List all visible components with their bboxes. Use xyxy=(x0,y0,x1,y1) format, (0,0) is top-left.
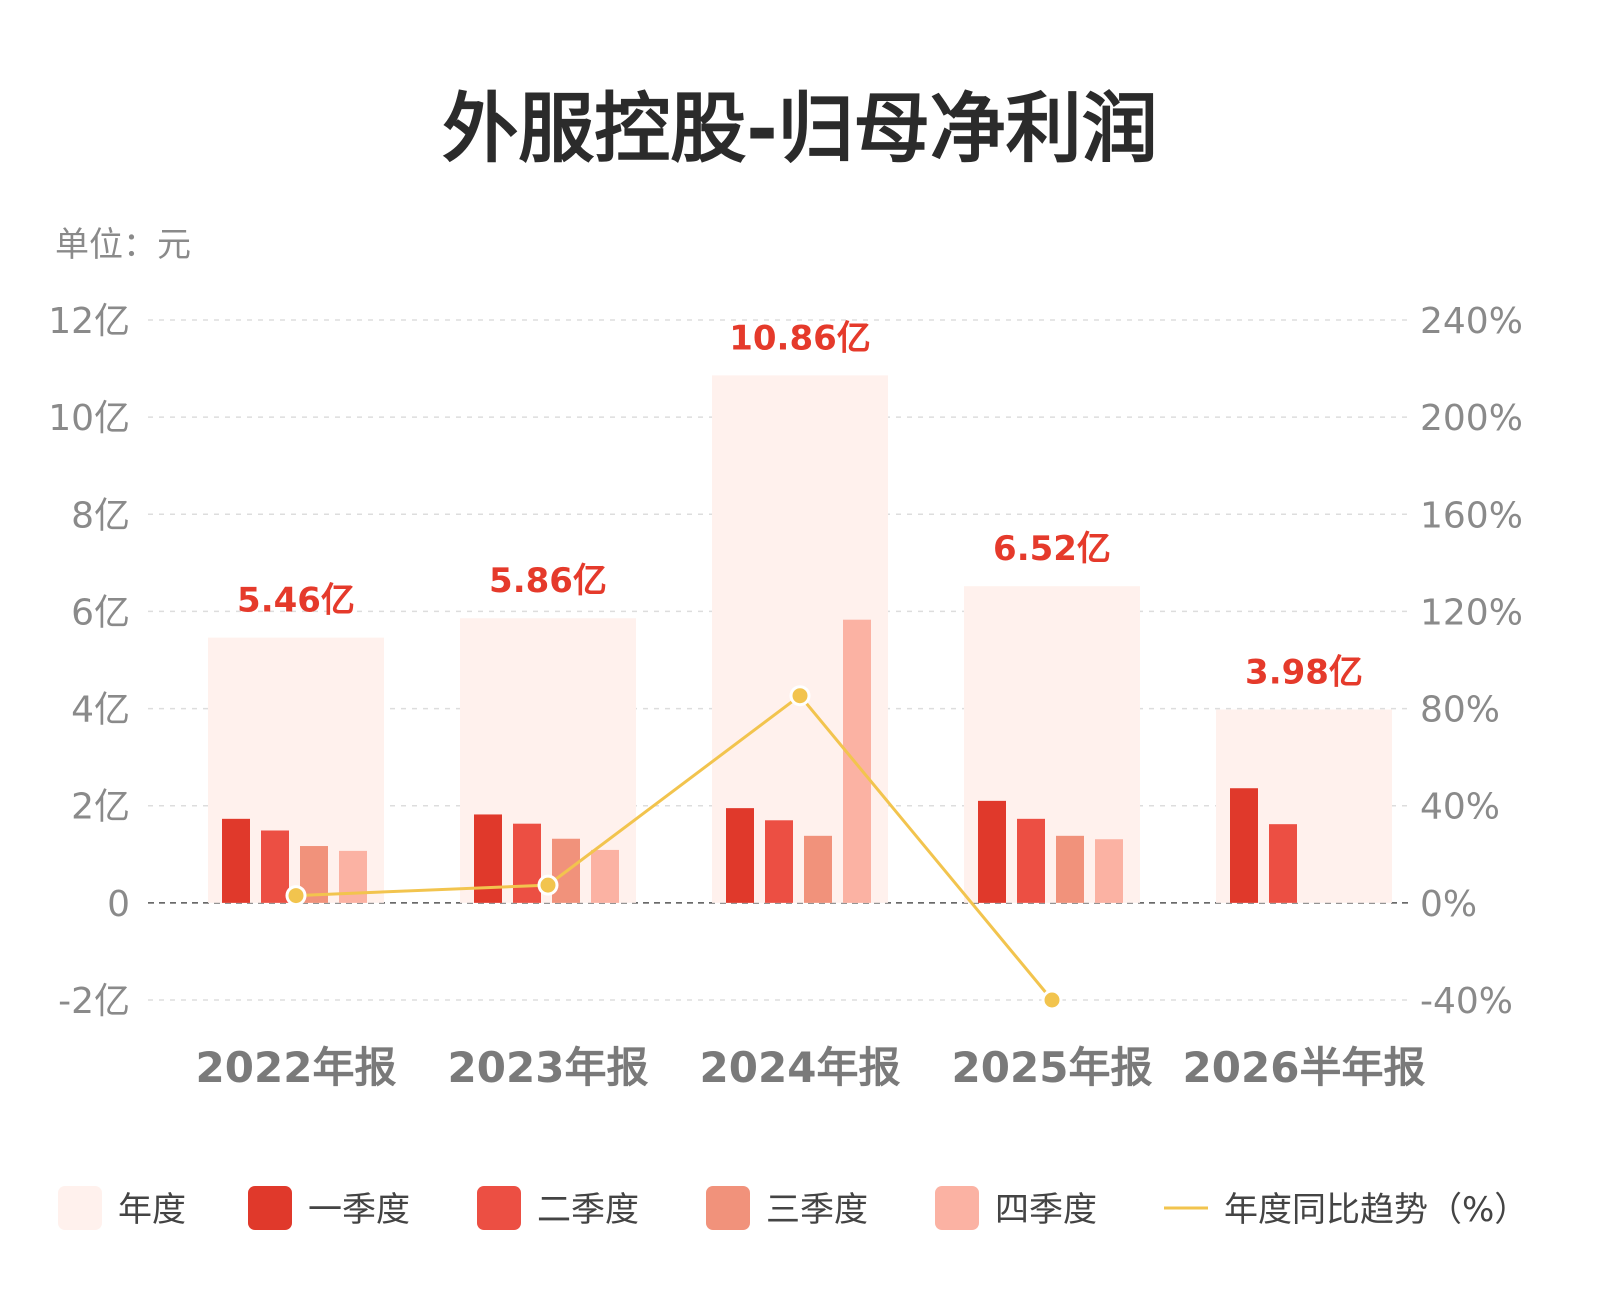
bar-q2 xyxy=(765,820,793,903)
bar-q2 xyxy=(1269,824,1297,903)
y-right-tick-label: 120% xyxy=(1420,592,1523,633)
y-axis-right: -40% 0% 40% 80% 120% 160% 200% 240% xyxy=(1420,301,1523,1022)
legend-label: 一季度 xyxy=(308,1190,410,1230)
x-category-label: 2023年报 xyxy=(448,1043,649,1092)
legend-swatch xyxy=(58,1186,102,1230)
x-category-label: 2022年报 xyxy=(196,1043,397,1092)
y-left-tick-label: 12亿 xyxy=(48,301,130,342)
annual-value-label: 5.86亿 xyxy=(489,561,607,601)
annual-value-label: 10.86亿 xyxy=(729,318,871,358)
y-right-tick-label: 0% xyxy=(1420,884,1477,925)
bar-q1 xyxy=(978,800,1006,903)
bar-q4 xyxy=(1095,839,1123,903)
x-axis: 2022年报 2023年报 2024年报 2025年报 2026半年报 xyxy=(196,1043,1426,1092)
bar-q1 xyxy=(726,808,754,903)
y-left-tick-label: 10亿 xyxy=(48,398,130,439)
y-right-tick-label: 160% xyxy=(1420,495,1523,536)
y-right-tick-label: 80% xyxy=(1420,690,1500,731)
y-left-tick-label: 8亿 xyxy=(71,495,130,536)
annual-value-label: 5.46亿 xyxy=(237,581,355,621)
trend-point xyxy=(285,885,307,907)
bar-q2 xyxy=(261,830,289,903)
bar-q4 xyxy=(591,849,619,903)
legend-label: 二季度 xyxy=(537,1190,639,1230)
legend-swatch xyxy=(935,1186,979,1230)
chart-title: 外服控股-归母净利润 xyxy=(442,84,1158,173)
legend-label: 三季度 xyxy=(766,1190,868,1230)
unit-label: 单位：元 xyxy=(55,225,191,265)
legend: 年度 一季度 二季度 三季度 四季度 年度同比趋势（%） xyxy=(58,1186,1528,1230)
y-right-tick-label: 40% xyxy=(1420,787,1500,828)
legend-swatch xyxy=(477,1186,521,1230)
x-category-label: 2024年报 xyxy=(700,1043,901,1092)
legend-label: 年度同比趋势（%） xyxy=(1224,1190,1528,1230)
bar-q1 xyxy=(474,814,502,903)
bar-q1 xyxy=(222,818,250,903)
y-right-tick-label: 240% xyxy=(1420,301,1523,342)
trend-polyline xyxy=(295,693,1054,1001)
annual-value-label: 3.98亿 xyxy=(1245,653,1363,693)
bar-q2 xyxy=(1017,818,1045,903)
trend-point xyxy=(537,874,559,896)
legend-label: 年度 xyxy=(118,1190,186,1230)
legend-swatch xyxy=(706,1186,750,1230)
legend-swatch xyxy=(248,1186,292,1230)
bar-q1 xyxy=(1230,788,1258,903)
bar-q3 xyxy=(1056,835,1084,903)
trend-point xyxy=(789,685,811,707)
annual-value-label: 6.52亿 xyxy=(993,529,1111,569)
bars xyxy=(208,375,1392,903)
y-left-tick-label: 0 xyxy=(107,884,130,925)
y-left-tick-label: 6亿 xyxy=(71,592,130,633)
bar-q4 xyxy=(843,619,871,903)
bar-q2 xyxy=(513,823,541,903)
trend-line xyxy=(285,685,1063,1011)
value-labels: 5.46亿 5.86亿 10.86亿 6.52亿 3.98亿 xyxy=(237,318,1363,692)
x-category-label: 2025年报 xyxy=(952,1043,1153,1092)
legend-label: 四季度 xyxy=(995,1190,1097,1230)
y-left-tick-label: 2亿 xyxy=(71,787,130,828)
y-left-tick-label: 4亿 xyxy=(71,690,130,731)
y-axis-left: -2亿 0 2亿 4亿 6亿 8亿 10亿 12亿 xyxy=(48,301,130,1022)
y-left-tick-label: -2亿 xyxy=(58,981,130,1022)
y-right-tick-label: 200% xyxy=(1420,398,1523,439)
bar-q3 xyxy=(804,835,832,903)
y-right-tick-label: -40% xyxy=(1420,981,1513,1022)
trend-point xyxy=(1041,989,1063,1011)
x-category-label: 2026半年报 xyxy=(1183,1043,1426,1092)
